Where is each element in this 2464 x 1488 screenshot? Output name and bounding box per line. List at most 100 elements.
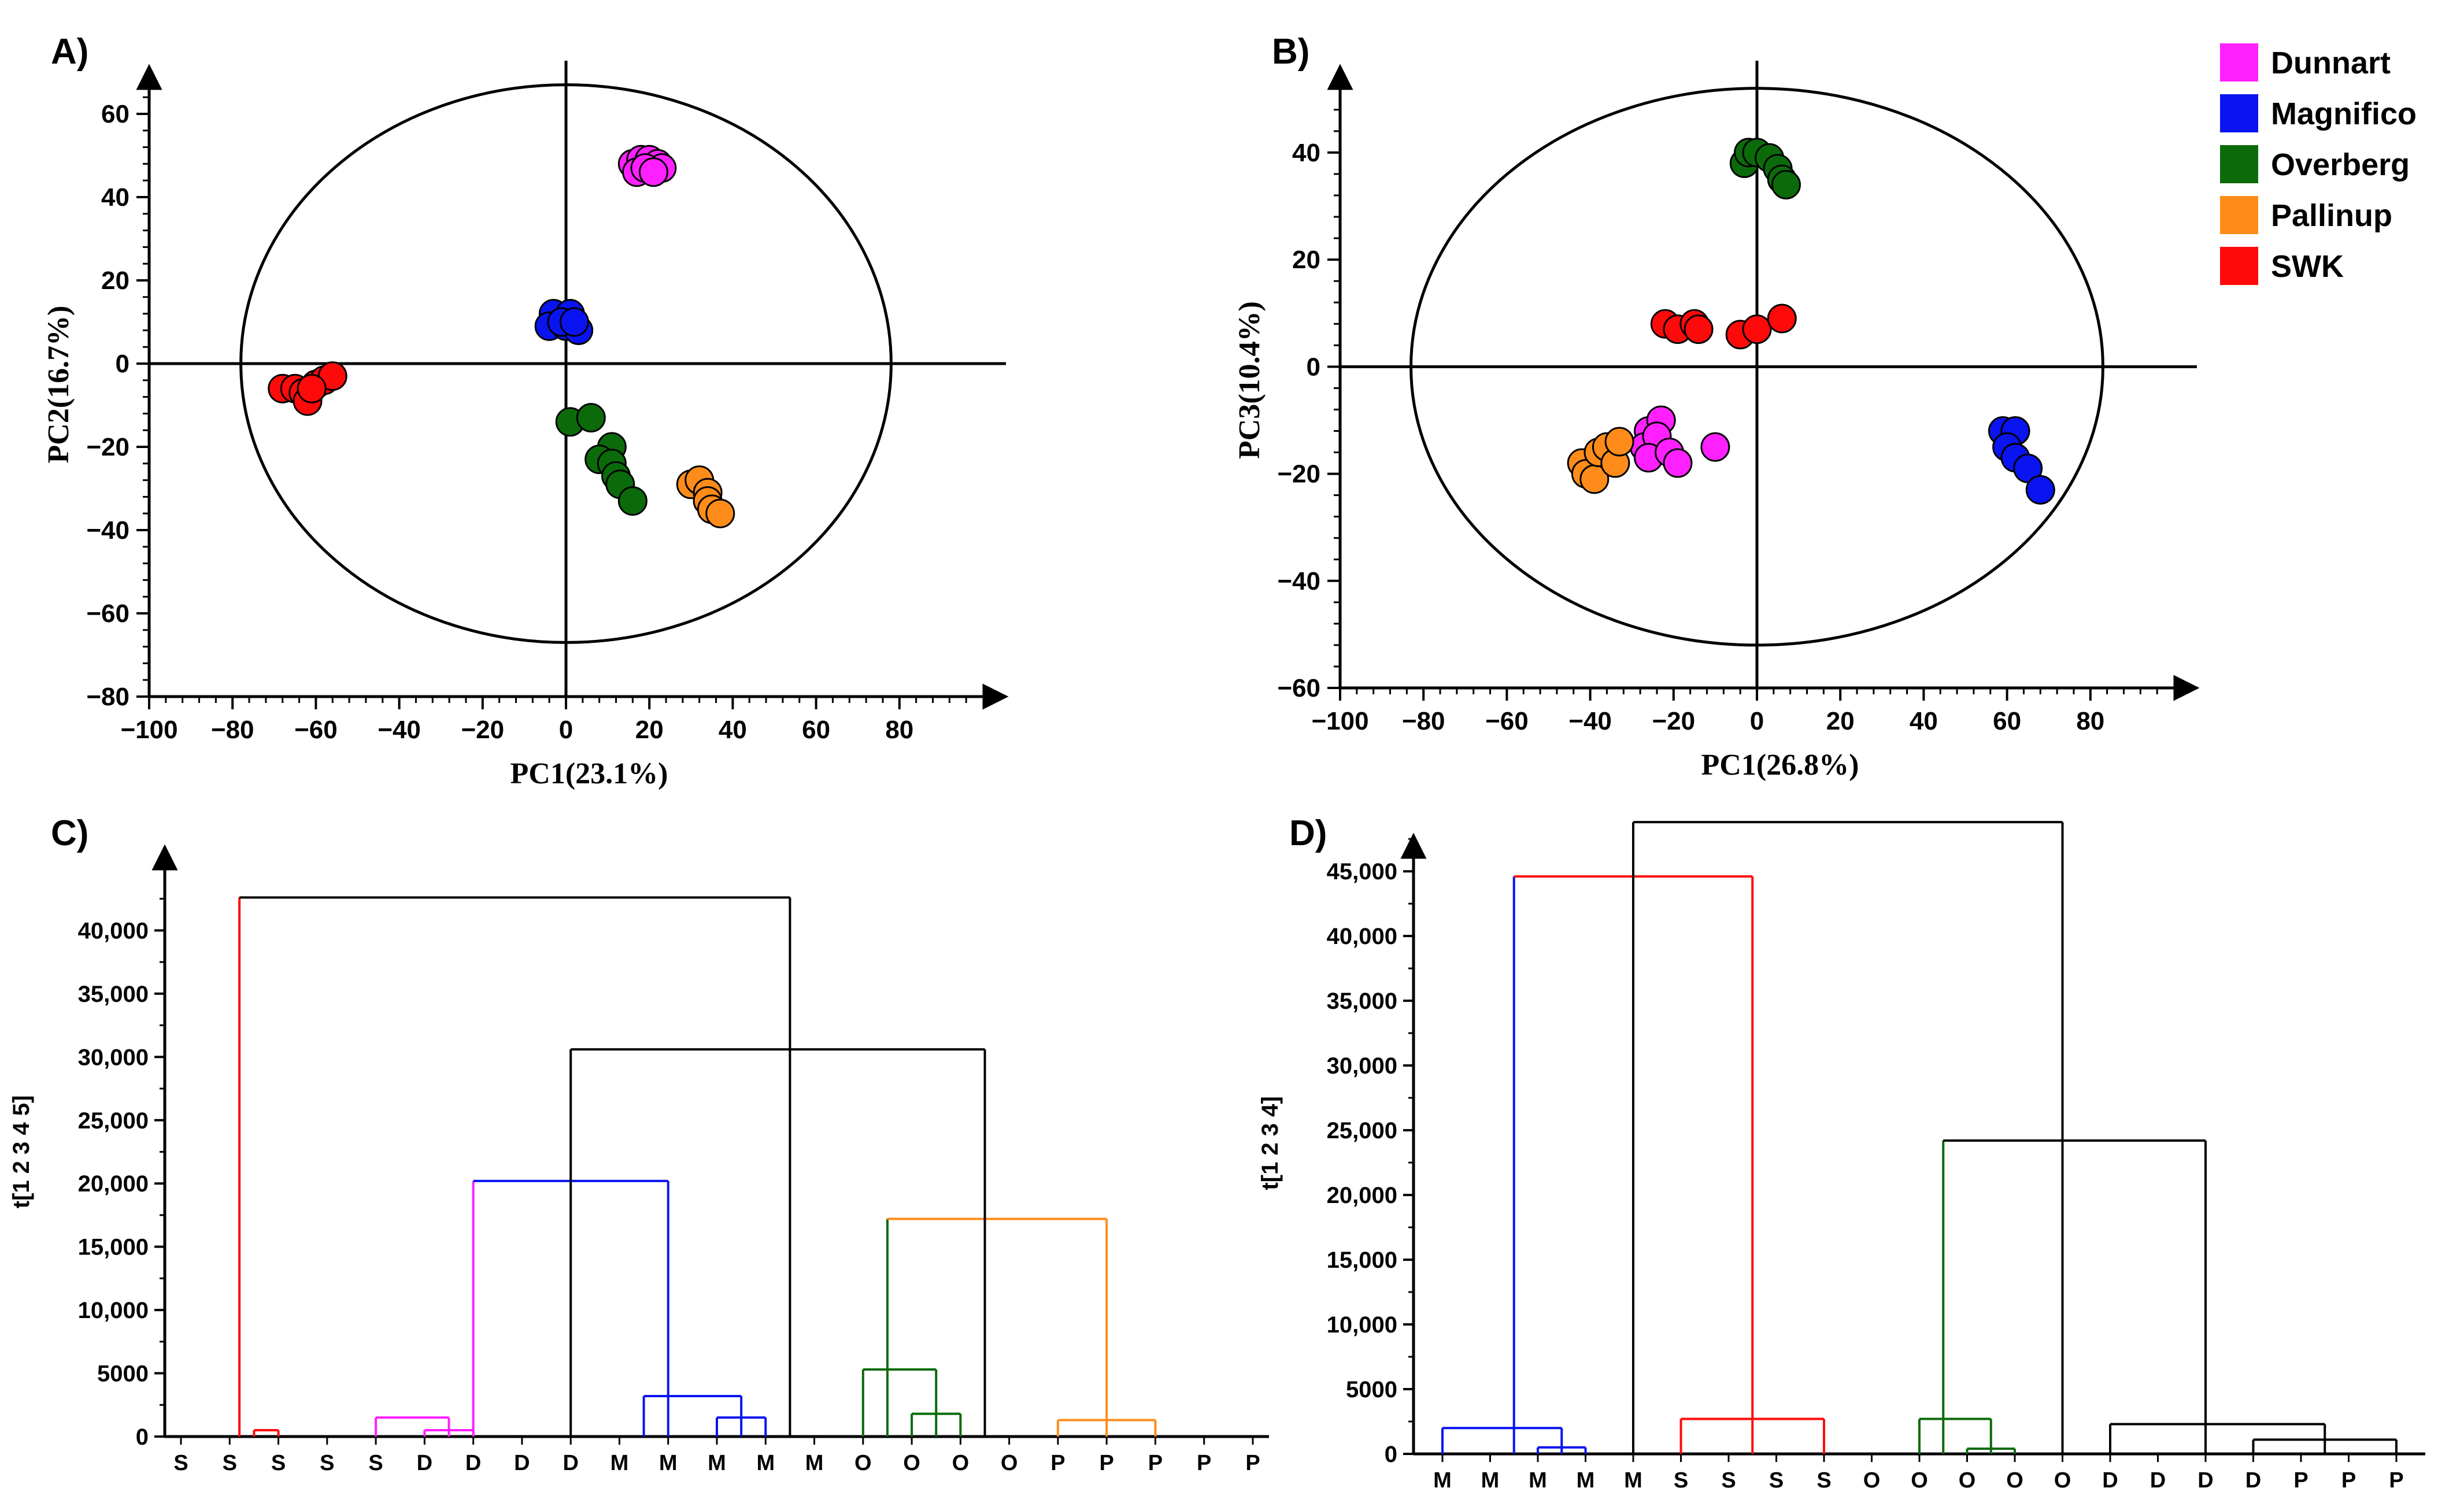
leaf-label: M [1529,1468,1547,1488]
leaf-label: M [611,1451,629,1475]
y-tick-label: −60 [86,599,130,628]
y-axis-label: PC3(10.4%) [1233,301,1266,459]
leaf-label: P [1148,1451,1163,1475]
legend-label-overberg: Overberg [2271,147,2410,182]
leaf-label: O [952,1451,970,1475]
confidence-ellipse [239,83,893,644]
y-tick-label: 40,000 [78,918,149,943]
y-tick-label: 0 [136,1424,149,1450]
leaf-label: P [1245,1451,1260,1475]
x-tick-label: −100 [120,716,177,744]
data-point-overberg [576,403,606,433]
data-point-swk [1767,303,1797,334]
x-tick-label: −40 [378,716,421,744]
data-point-pallinup [1604,427,1634,457]
x-tick-label: −80 [1402,707,1445,735]
legend-label-pallinup: Pallinup [2271,198,2392,233]
leaf-label: S [1721,1468,1736,1488]
leaf-label: O [1863,1468,1881,1488]
y-tick-label: 35,000 [1327,989,1397,1014]
legend-label-magnifico: Magnifico [2271,97,2417,131]
y-tick-label: −80 [86,683,130,711]
panel-label-a: A) [51,32,88,72]
x-axis-label: PC1(23.1%) [510,757,668,790]
leaf-label: D [2197,1468,2213,1488]
legend-swatch-overberg [2220,145,2258,183]
data-point-overberg [1771,169,1801,199]
leaf-label: S [173,1451,188,1475]
x-axis-label: PC1(26.8%) [1701,749,1859,782]
y-tick-label: 35,000 [78,982,149,1007]
data-point-dunnart [638,157,668,187]
x-tick-label: 60 [1993,707,2021,735]
x-tick-label: 80 [2076,707,2104,735]
legend-swatch-pallinup [2220,196,2258,234]
y-tick-label: 20 [1292,246,1320,274]
y-axis-label: PC2(16.7%) [42,306,75,464]
leaf-label: M [1624,1468,1642,1488]
y-tick-label: 10,000 [78,1298,149,1323]
leaf-label: S [271,1451,286,1475]
x-tick-label: −80 [211,716,254,744]
y-tick-label: 25,000 [1327,1118,1397,1143]
leaf-label: D [563,1451,578,1475]
dendrogram-c: 0 5000 10,000 15,000 20,000 25,000 30,000 35,00… [9,844,1269,1475]
leaf-label: P [1197,1451,1211,1475]
leaf-label: O [854,1451,872,1475]
data-point-dunnart [1663,448,1693,478]
leaf-label: P [2293,1468,2308,1488]
x-tick-label: −60 [1485,707,1529,735]
data-point-pallinup [705,498,735,528]
leaf-label: O [1911,1468,1928,1488]
y-tick-label: 0 [116,350,130,378]
y-tick-label: 30,000 [1327,1053,1397,1079]
leaf-label: O [903,1451,920,1475]
leaf-label: S [223,1451,237,1475]
y-tick-label: 40 [1292,139,1320,167]
leaf-label: P [1050,1451,1065,1475]
y-axis-label: t[1 2 3 4 5] [9,1095,34,1209]
leaf-label: S [1816,1468,1831,1488]
y-tick-label: 40,000 [1327,924,1397,949]
data-point-swk [1684,314,1714,345]
y-tick-label: 45,000 [1327,859,1397,884]
x-tick-label: −40 [1568,707,1612,735]
y-tick-label: −20 [1277,460,1320,488]
leaf-label: M [708,1451,726,1475]
y-tick-label: 20,000 [1327,1183,1397,1208]
y-tick-label: −40 [1277,567,1320,595]
leaf-label: P [2341,1468,2356,1488]
leaf-label: O [2006,1468,2023,1488]
y-tick-label: 5000 [97,1361,149,1387]
legend: Dunnart Magnifico Overberg Pallinup SWK [2220,43,2417,285]
data-point-magnifico [559,307,589,337]
y-tick-label: 15,000 [1327,1248,1397,1273]
x-tick-label: 0 [559,716,573,744]
leaf-label: S [320,1451,334,1475]
leaf-label: O [1001,1451,1018,1475]
x-tick-label: 0 [1750,707,1764,735]
y-tick-label: 25,000 [78,1108,149,1134]
data-point-magnifico [2025,475,2055,505]
panel-label-b: B) [1272,32,1309,72]
data-point-overberg [617,486,648,516]
leaf-label: P [2389,1468,2403,1488]
x-tick-label: −100 [1311,707,1368,735]
y-tick-label: −60 [1277,674,1320,702]
y-tick-label: 0 [1385,1442,1397,1467]
leaf-label: M [1577,1468,1595,1488]
x-tick-label: −60 [294,716,338,744]
y-tick-label: 5000 [1346,1377,1397,1402]
leaf-label: M [805,1451,824,1475]
y-tick-label: −20 [86,433,130,461]
x-tick-label: −20 [461,716,504,744]
leaf-label: M [756,1451,775,1475]
legend-label-swk: SWK [2271,249,2344,284]
leaf-label: M [1433,1468,1452,1488]
y-tick-label: 20 [101,266,130,295]
leaf-label: P [1100,1451,1114,1475]
confidence-ellipse [1409,87,2104,647]
x-tick-label: 40 [719,716,747,744]
y-tick-label: 15,000 [78,1235,149,1260]
